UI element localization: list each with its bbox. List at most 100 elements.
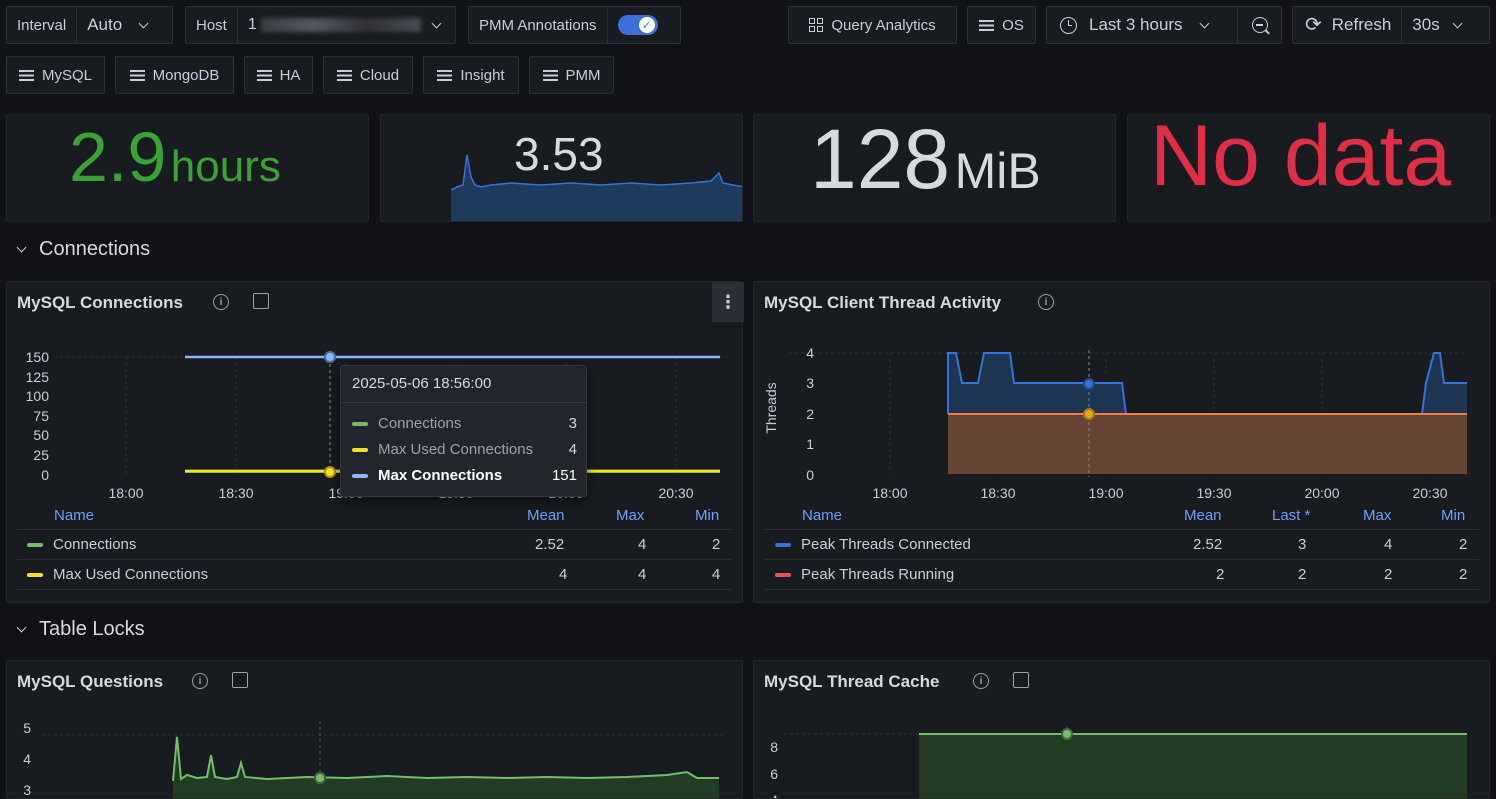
zoom-out-button[interactable]	[1237, 7, 1281, 43]
legend-max: 4	[1384, 536, 1393, 553]
legend-min: 2	[712, 536, 721, 553]
y-tick: 4	[23, 751, 31, 767]
time-range-picker[interactable]: Last 3 hours	[1046, 6, 1282, 44]
query-analytics-label: Query Analytics	[831, 16, 936, 34]
switch-knob: ✓	[638, 17, 655, 33]
info-icon[interactable]: i	[1038, 294, 1054, 310]
qps-value: 3.53	[514, 128, 604, 180]
row-connections[interactable]: Connections	[16, 238, 150, 261]
hover-point	[1061, 728, 1073, 740]
x-tick: 20:30	[1412, 485, 1447, 501]
grid-icon	[809, 18, 824, 32]
os-menu-button[interactable]: OS	[967, 6, 1036, 44]
legend-name: Max Used Connections	[53, 566, 209, 583]
y-tick: 100	[26, 388, 50, 404]
refresh-interval[interactable]: 30s	[1412, 15, 1440, 34]
nav-mongodb[interactable]: MongoDB	[115, 56, 234, 94]
nav-pmm-label: PMM	[565, 66, 601, 84]
nav-cloud[interactable]: Cloud	[323, 56, 413, 94]
legend-swatch	[775, 573, 791, 578]
series-questions-line	[172, 736, 719, 782]
host-redacted	[260, 18, 421, 32]
chevron-down-icon	[16, 242, 27, 253]
y-tick: 150	[26, 349, 50, 365]
legend-header-mean[interactable]: Mean	[527, 507, 565, 524]
tooltip-item-name: Max Connections	[378, 467, 503, 484]
x-tick: 19:00	[1088, 485, 1123, 501]
series-peak-threads-running-area	[948, 414, 1467, 474]
external-link-icon[interactable]	[253, 293, 269, 309]
nav-pmm[interactable]: PMM	[529, 56, 614, 94]
legend-row[interactable]: Peak Threads Connected	[775, 536, 971, 553]
legend-header-name[interactable]: Name	[802, 507, 843, 524]
info-icon[interactable]: i	[213, 294, 229, 310]
legend-mean: 2.52	[535, 536, 565, 553]
refresh-icon: ⟳	[1305, 14, 1322, 36]
annotations-switch[interactable]: ✓	[617, 15, 658, 35]
legend-last: 2	[1298, 566, 1307, 583]
panel-mysql-questions: MySQL Questions i 5 4 3	[6, 660, 743, 799]
nav-mysql-label: MySQL	[41, 66, 92, 84]
legend-min: 4	[712, 566, 721, 583]
series-questions-area	[173, 737, 719, 798]
interval-label: Interval	[7, 7, 78, 43]
legend-header-min[interactable]: Min	[695, 507, 720, 524]
menu-icon	[256, 69, 272, 81]
row-table-locks[interactable]: Table Locks	[16, 618, 145, 641]
x-tick: 18:00	[872, 485, 907, 501]
menu-icon	[437, 69, 453, 81]
legend-swatch	[27, 573, 43, 578]
legend-header-name[interactable]: Name	[54, 507, 95, 524]
legend-header-mean[interactable]: Mean	[1184, 507, 1222, 524]
interval-value: Auto	[87, 15, 123, 34]
query-analytics-button[interactable]: Query Analytics	[788, 6, 957, 44]
chevron-down-icon	[138, 18, 149, 28]
nav-ha[interactable]: HA	[244, 56, 313, 94]
legend-header-max[interactable]: Max	[616, 507, 645, 524]
legend-header-last[interactable]: Last *	[1272, 507, 1311, 524]
y-tick: 50	[33, 427, 49, 443]
questions-chart: 5 4 3	[23, 720, 725, 798]
legend-header-max[interactable]: Max	[1363, 507, 1392, 524]
panel-menu-button[interactable]: ⋮	[712, 282, 744, 322]
menu-icon	[18, 69, 34, 81]
interval-picker[interactable]: Interval Auto	[6, 6, 173, 44]
info-icon[interactable]: i	[973, 673, 989, 689]
menu-icon	[336, 69, 352, 81]
x-tick: 18:00	[108, 485, 143, 501]
nodata-text: No data	[1150, 114, 1452, 204]
legend-row[interactable]: Peak Threads Running	[775, 566, 954, 583]
panel-title: MySQL Questions	[17, 672, 164, 691]
tooltip-item-value: 3	[568, 415, 577, 432]
thread-cache-chart: 8 6 4	[770, 726, 1467, 798]
nav-ha-label: HA	[279, 66, 301, 84]
panel-client-thread-activity: MySQL Client Thread Activity i Threads 4…	[753, 281, 1490, 603]
legend-row[interactable]: Max Used Connections	[27, 566, 727, 583]
host-label: Host	[186, 7, 238, 43]
memory-value: 128	[810, 112, 951, 206]
legend-max: 4	[638, 566, 647, 583]
refresh-button[interactable]: ⟳ Refresh	[1293, 7, 1403, 43]
info-icon[interactable]: i	[192, 673, 208, 689]
refresh-picker[interactable]: ⟳ Refresh 30s	[1292, 6, 1490, 44]
panel-mysql-thread-cache: MySQL Thread Cache i 8 6 4	[753, 660, 1490, 799]
nav-mysql[interactable]: MySQL	[6, 56, 105, 94]
time-range-label: Last 3 hours	[1089, 15, 1183, 34]
external-link-icon[interactable]	[232, 672, 248, 688]
tooltip-item-name: Connections	[378, 415, 462, 432]
hover-point	[324, 466, 336, 478]
legend-row[interactable]: Connections	[27, 536, 727, 553]
series-peak-threads-connected-area	[948, 353, 1467, 414]
nav-insight[interactable]: Insight	[423, 56, 519, 94]
chevron-down-icon	[1199, 18, 1210, 28]
qps-sparkline	[450, 154, 742, 221]
y-tick: 5	[23, 720, 31, 736]
hover-point	[1083, 408, 1095, 420]
host-value: 1	[247, 16, 257, 33]
external-link-icon[interactable]	[1013, 672, 1029, 688]
x-tick: 20:00	[1304, 485, 1339, 501]
chart-tooltip: 2025-05-06 18:56:00 Connections 3 Max Us…	[340, 365, 587, 497]
legend-header-min[interactable]: Min	[1441, 507, 1466, 524]
legend-max: 2	[1384, 566, 1393, 583]
host-picker[interactable]: Host 1	[185, 6, 456, 44]
